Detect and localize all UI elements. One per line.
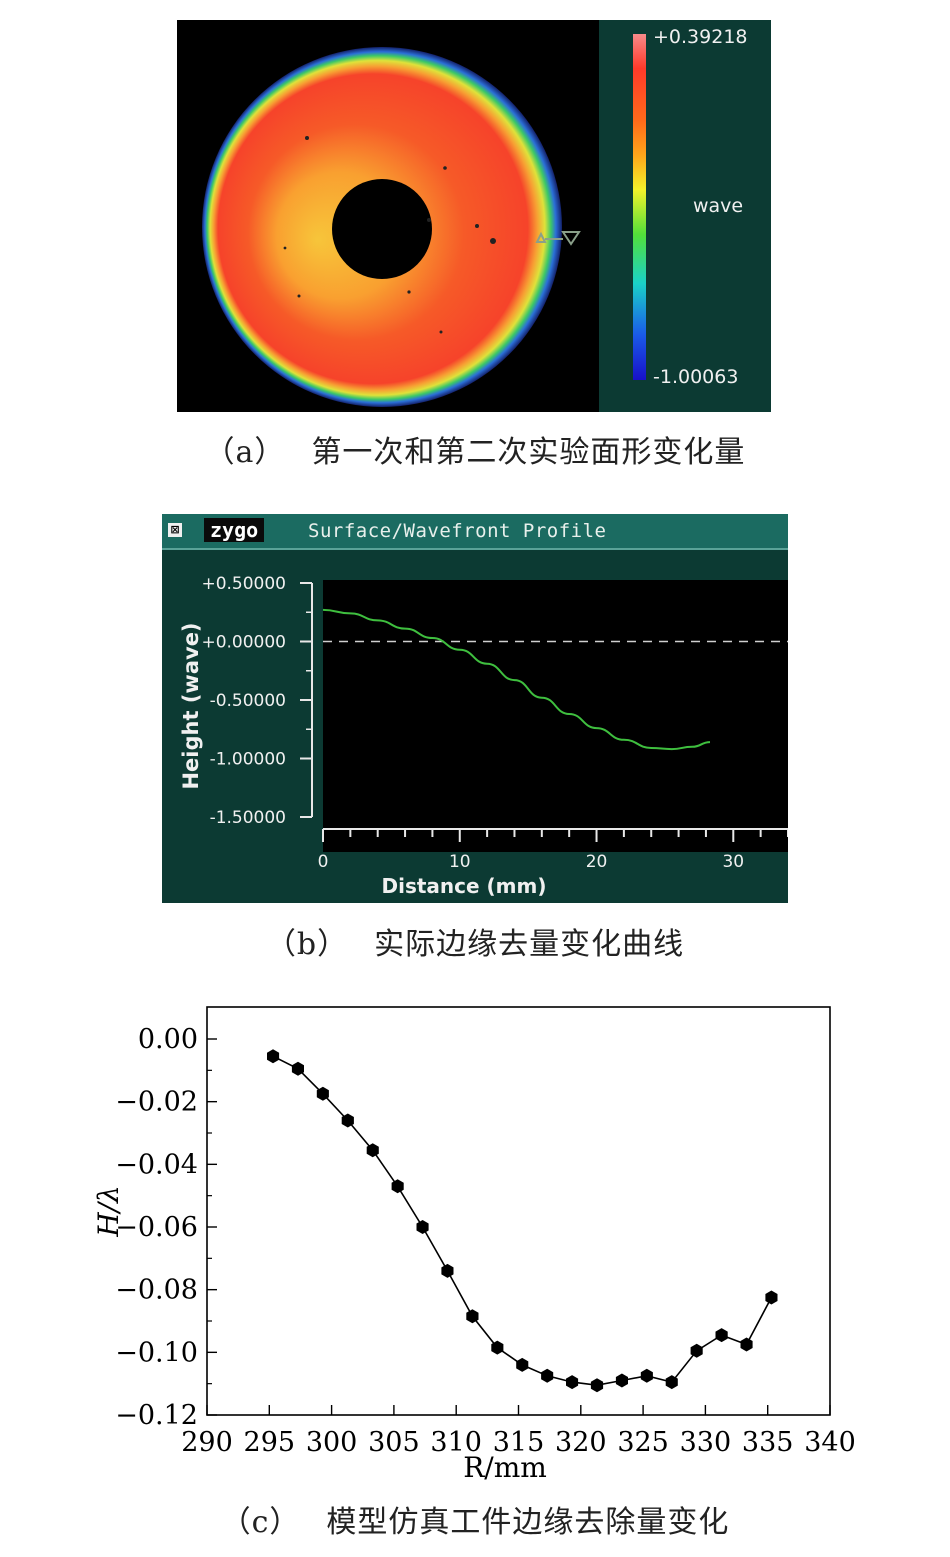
window-title: Surface/Wavefront Profile xyxy=(308,520,607,542)
data-point-marker xyxy=(267,1049,280,1064)
data-point-marker xyxy=(690,1343,703,1358)
simulation-chart: 0.00 −0.02 −0.04 −0.06 −0.08 −0.10 −0.12 290 29… xyxy=(92,1006,856,1484)
center-hole xyxy=(332,179,432,279)
data-point-marker xyxy=(366,1143,379,1158)
legend-unit: wave xyxy=(693,195,744,217)
x-tick-label: 315 xyxy=(493,1427,545,1458)
x-tick-label: 290 xyxy=(181,1427,233,1458)
data-point-marker xyxy=(566,1375,579,1390)
y-tick-label: +0.00000 xyxy=(201,633,286,653)
data-point-marker xyxy=(516,1357,529,1372)
data-point-marker xyxy=(590,1378,604,1393)
caption-a: （a） 第一次和第二次实验面形变化量 xyxy=(0,427,950,471)
x-axis-title: R/mm xyxy=(463,1451,547,1484)
data-point-marker xyxy=(715,1328,728,1343)
y-tick-label: -1.00000 xyxy=(210,750,286,770)
data-point-marker xyxy=(765,1290,778,1305)
x-tick-label: 320 xyxy=(555,1427,607,1458)
data-point-marker xyxy=(665,1375,678,1390)
y-tick-label: −0.12 xyxy=(115,1400,198,1431)
x-tick-label: 20 xyxy=(586,852,608,872)
y-tick-label: -1.50000 xyxy=(210,808,286,828)
data-point-marker xyxy=(640,1368,653,1383)
y-tick-label: −0.10 xyxy=(115,1337,198,1368)
surface-defects xyxy=(283,136,496,334)
y-tick-label: 0.00 xyxy=(138,1024,198,1055)
data-point-marker xyxy=(491,1340,504,1355)
caption-c-text: 模型仿真工件边缘去除量变化 xyxy=(326,1505,730,1540)
caption-a-text: 第一次和第二次实验面形变化量 xyxy=(311,435,746,470)
brand-logo: zygo xyxy=(204,518,265,542)
profile-chart: +0.50000 +0.00000 -0.50000 -1.00000 -1.50000… xyxy=(179,574,788,898)
data-point-marker xyxy=(391,1179,404,1194)
window-close-icon[interactable]: ⊠ xyxy=(168,523,182,537)
x-tick-label: 30 xyxy=(722,852,744,872)
data-point-marker xyxy=(740,1337,753,1352)
colorbar xyxy=(633,34,646,380)
caption-b-number: （b） xyxy=(265,927,349,962)
color-legend: +0.39218 wave -1.00063 xyxy=(599,20,771,412)
data-point-marker xyxy=(466,1309,479,1324)
y-axis-title: Height (wave) xyxy=(179,622,203,789)
caption-b: （b） 实际边缘去量变化曲线 xyxy=(0,919,950,963)
caption-a-number: （a） xyxy=(204,435,286,470)
legend-min: -1.00063 xyxy=(653,366,739,388)
data-point-marker xyxy=(441,1263,454,1278)
y-tick-label: −0.04 xyxy=(115,1149,198,1180)
caption-b-text: 实际边缘去量变化曲线 xyxy=(374,927,685,962)
x-tick-label: 0 xyxy=(318,852,329,872)
x-tick-label: 10 xyxy=(449,852,471,872)
x-tick-label: 335 xyxy=(742,1427,794,1458)
window-titlebar: ⊠ zygo Surface/Wavefront Profile xyxy=(162,514,788,550)
profile-marker-icon xyxy=(535,231,581,246)
caption-c: （c） 模型仿真工件边缘去除量变化 xyxy=(0,1497,950,1541)
x-tick-label: 325 xyxy=(617,1427,669,1458)
legend-max: +0.39218 xyxy=(653,26,748,48)
surface-map-panel: +0.39218 wave -1.00063 xyxy=(177,20,771,412)
surface-map xyxy=(202,47,581,407)
data-point-marker xyxy=(341,1113,354,1128)
y-tick-label: −0.02 xyxy=(115,1087,198,1118)
data-point-marker xyxy=(291,1061,304,1076)
caption-c-number: （c） xyxy=(220,1505,301,1540)
y-tick-label: −0.06 xyxy=(115,1212,198,1243)
data-point-marker xyxy=(416,1220,429,1234)
y-tick-label: -0.50000 xyxy=(210,691,286,711)
x-tick-label: 310 xyxy=(430,1427,482,1458)
y-tick-label: −0.08 xyxy=(115,1275,198,1306)
zygo-profile-window: ⊠ zygo Surface/Wavefront Profile +0.5000… xyxy=(162,514,788,903)
x-tick-label: 330 xyxy=(680,1427,732,1458)
data-point-marker xyxy=(615,1373,628,1388)
x-axis-title: Distance (mm) xyxy=(382,874,547,898)
plot-area xyxy=(323,580,788,852)
x-tick-label: 340 xyxy=(804,1427,856,1458)
x-tick-label: 300 xyxy=(306,1427,358,1458)
y-axis-title: H/λ xyxy=(92,1185,125,1238)
simulation-series-line xyxy=(272,1055,773,1387)
data-point-marker xyxy=(316,1086,329,1101)
y-tick-label: +0.50000 xyxy=(201,574,286,594)
x-tick-label: 295 xyxy=(244,1427,296,1458)
data-point-marker xyxy=(541,1368,554,1383)
x-tick-label: 305 xyxy=(368,1427,420,1458)
profile-series-line xyxy=(322,608,711,751)
